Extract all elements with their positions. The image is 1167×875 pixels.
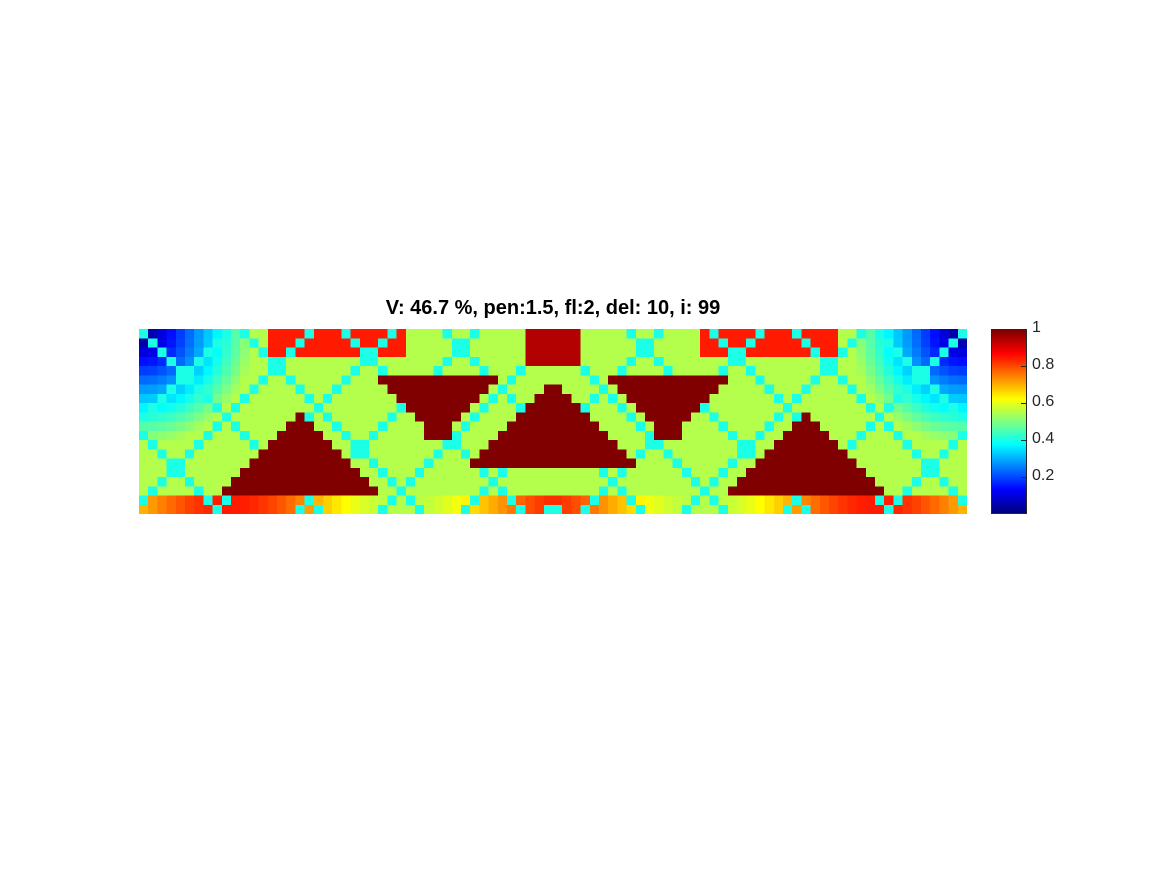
colorbar-axis: 0.2 0.4 0.6 0.8 1 [1021, 319, 1087, 514]
colorbar-tick-label: 0.6 [1032, 393, 1055, 410]
colorbar-tick-label: 0.4 [1032, 430, 1055, 447]
colorbar-tick-mark [1021, 477, 1026, 478]
colorbar-tick-mark [1021, 440, 1026, 441]
chart-title: V: 46.7 %, pen:1.5, fl:2, del: 10, i: 99 [385, 297, 721, 319]
colorbar-tick-mark [1021, 366, 1026, 367]
colorbar-tick-mark [1021, 403, 1026, 404]
colorbar-tick-label: 1 [1032, 319, 1041, 336]
colorbar-tick-label: 0.8 [1032, 356, 1055, 373]
colorbar-tick-mark [1021, 329, 1026, 330]
density-heatmap [139, 329, 967, 514]
colorbar [991, 329, 1027, 514]
colorbar-tick-label: 0.2 [1032, 467, 1055, 484]
